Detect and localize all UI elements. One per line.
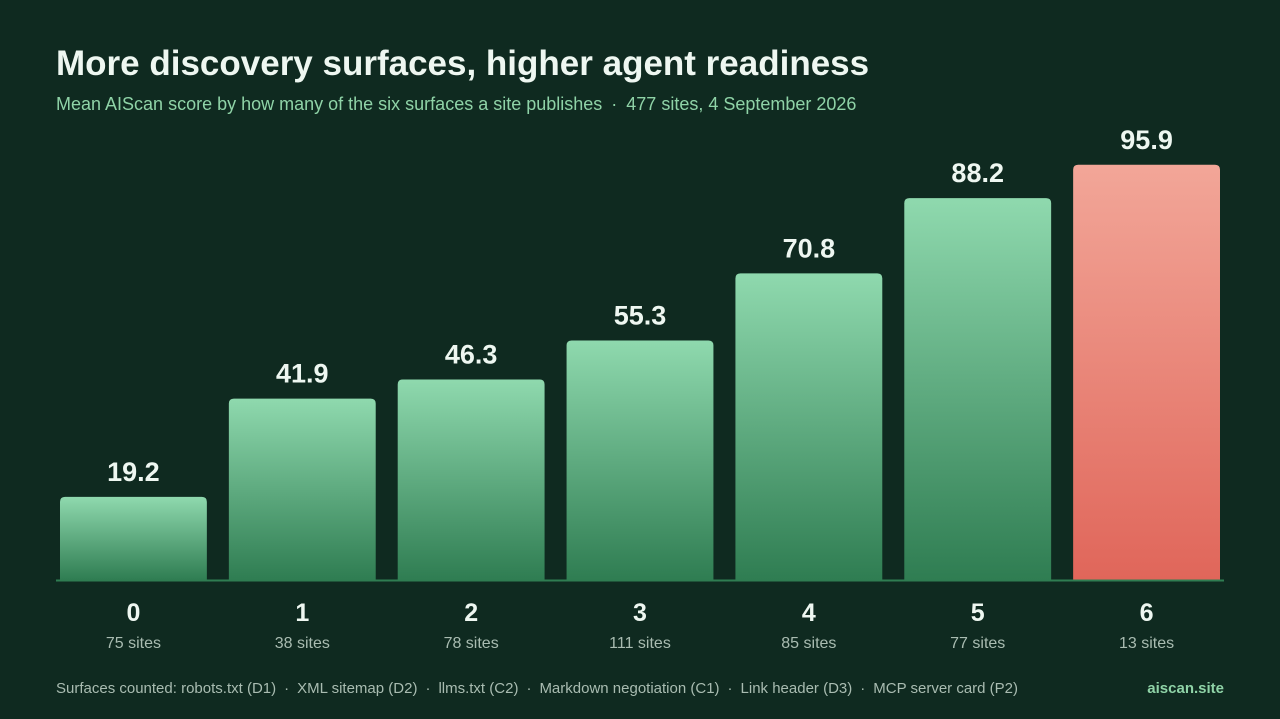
- footer-item: XML sitemap (D2): [297, 680, 418, 697]
- x-tick-label: 2: [464, 599, 478, 627]
- bar: [566, 340, 714, 580]
- brand-link[interactable]: aiscan.site: [1147, 680, 1224, 697]
- footer-separator: ·: [860, 680, 866, 697]
- bar: [228, 398, 376, 580]
- site-count-label: 38 sites: [275, 635, 330, 652]
- footer-item: MCP server card (P2): [873, 680, 1019, 697]
- x-tick-label: 1: [295, 599, 309, 627]
- bar-value-label: 41.9: [276, 359, 329, 389]
- bar: [60, 496, 207, 580]
- site-count-label: 78 sites: [444, 635, 499, 652]
- footer-surfaces: Surfaces counted: robots.txt (D1) · XML si…: [56, 680, 1018, 697]
- x-tick-label: 4: [802, 599, 816, 627]
- x-tick-label: 6: [1140, 599, 1154, 627]
- bar-value-label: 95.9: [1120, 125, 1173, 155]
- bar: [904, 198, 1052, 580]
- footer-separator: ·: [284, 680, 290, 697]
- bar-value-label: 19.2: [107, 457, 160, 487]
- footer-item: robots.txt (D1): [181, 680, 277, 697]
- subtitle-meta: 477 sites, 4 September 2026: [626, 94, 857, 114]
- site-count-label: 13 sites: [1119, 635, 1174, 652]
- site-count-label: 85 sites: [781, 635, 836, 652]
- bar-value-label: 46.3: [445, 340, 498, 370]
- bar-value-label: 70.8: [783, 233, 836, 263]
- x-tick-label: 3: [633, 599, 647, 627]
- subtitle-separator: ·: [611, 94, 618, 114]
- footer-item: Markdown negotiation (C1): [539, 680, 720, 697]
- footer-label: Surfaces counted:: [56, 680, 177, 697]
- x-tick-label: 5: [971, 599, 985, 627]
- footer-separator: ·: [526, 680, 532, 697]
- site-count-label: 77 sites: [950, 635, 1005, 652]
- footer-item: llms.txt (C2): [438, 680, 519, 697]
- bar: [397, 379, 545, 580]
- bar: [735, 273, 883, 580]
- chart-title: More discovery surfaces, higher agent re…: [56, 44, 870, 83]
- subtitle-main: Mean AIScan score by how many of the six…: [56, 94, 603, 114]
- bar-value-label: 55.3: [614, 301, 667, 331]
- footer-item: Link header (D3): [740, 680, 853, 697]
- x-tick-label: 0: [126, 599, 140, 627]
- bar: [1073, 164, 1220, 581]
- chart-subtitle: Mean AIScan score by how many of the six…: [56, 94, 856, 115]
- footer-separator: ·: [425, 680, 431, 697]
- site-count-label: 111 sites: [609, 635, 671, 652]
- site-count-label: 75 sites: [106, 635, 161, 652]
- bar-value-label: 88.2: [951, 158, 1004, 188]
- footer-separator: ·: [727, 680, 733, 697]
